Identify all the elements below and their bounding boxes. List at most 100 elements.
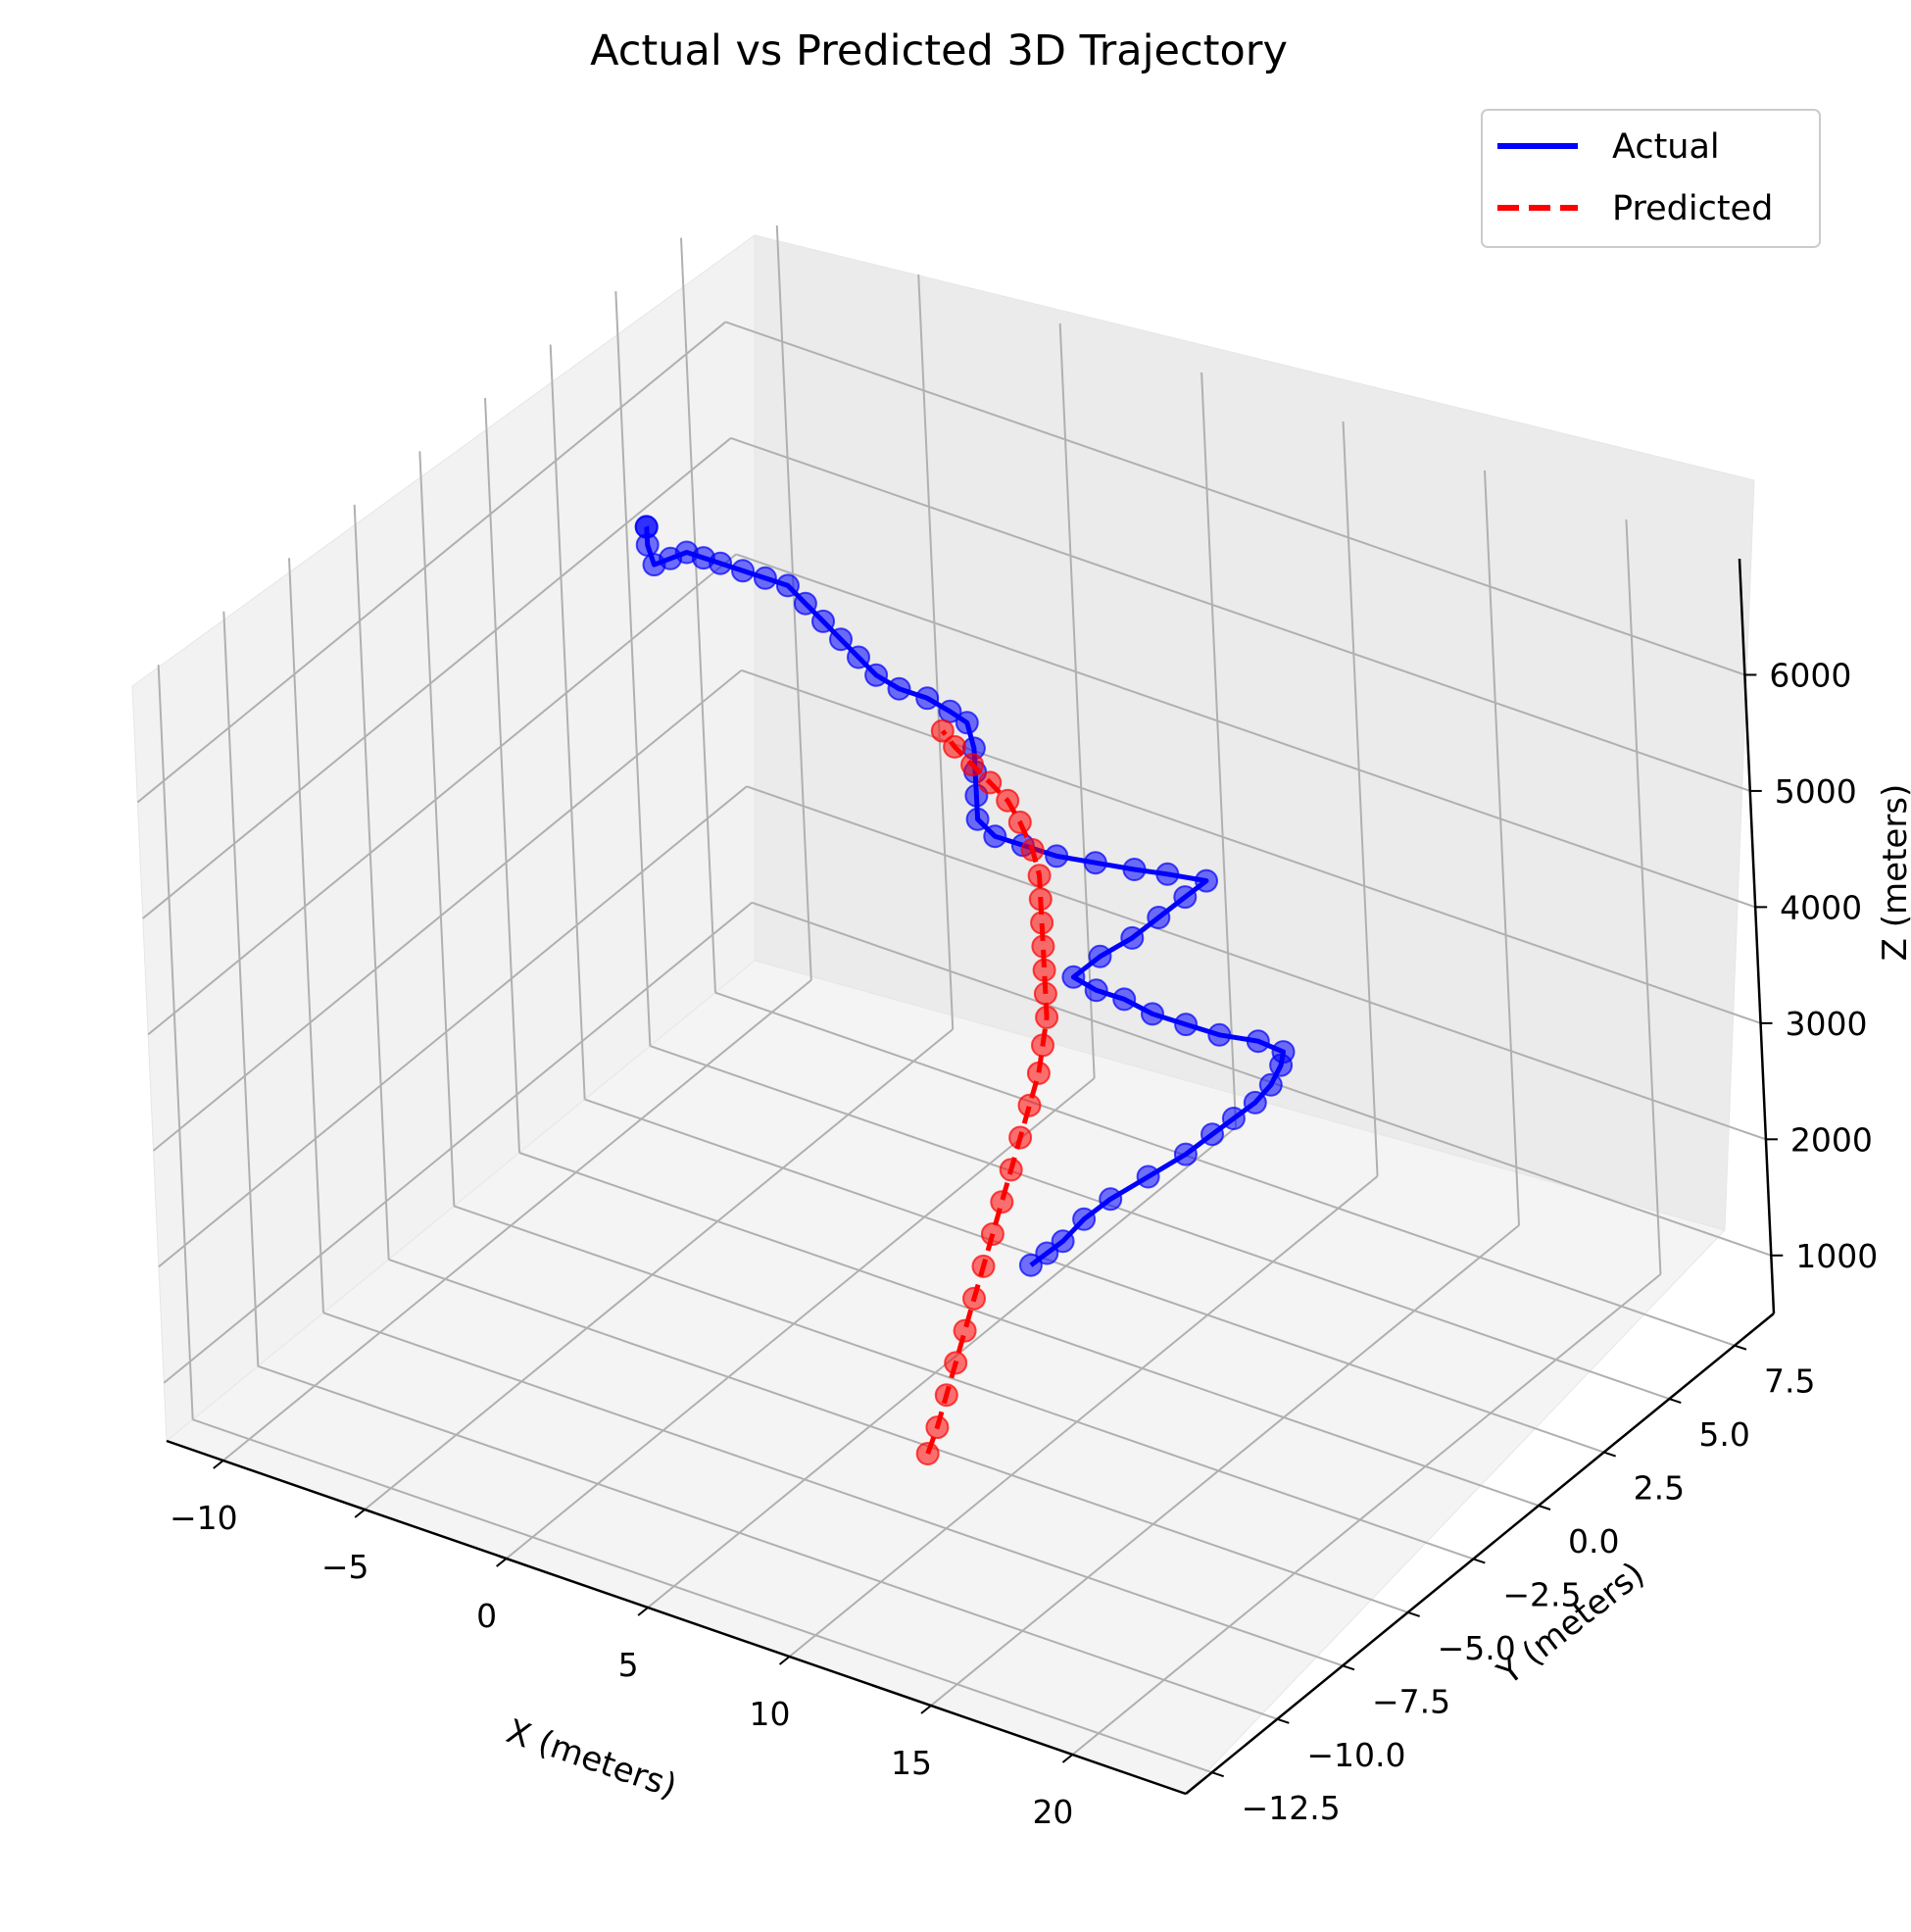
point-predicted-20 — [1027, 864, 1052, 888]
z-grid-left-0 — [163, 901, 753, 1384]
point-actual-23 — [1173, 885, 1198, 910]
y-tick-mark-8 — [1734, 1344, 1747, 1351]
z-axis-line — [1738, 558, 1776, 1314]
point-actual-19 — [1061, 965, 1086, 989]
point-predicted-4 — [953, 1318, 977, 1343]
y-grid-left-6 — [549, 344, 586, 1100]
point-predicted-2 — [934, 1383, 958, 1408]
axis-lines — [166, 558, 1784, 1796]
point-actual-27 — [1083, 851, 1107, 875]
point-actual-25 — [1155, 862, 1180, 886]
y-tick-mark-6 — [1603, 1451, 1616, 1458]
z-tick-label-1: 2000 — [1790, 1120, 1873, 1159]
y-grid-floor-8 — [714, 991, 1736, 1347]
y-grid-left-2 — [288, 558, 324, 1313]
point-predicted-21 — [1020, 838, 1045, 862]
y-tick-mark-4 — [1473, 1558, 1486, 1564]
y-tick-mark-7 — [1669, 1398, 1682, 1405]
y-grid-left-7 — [614, 291, 652, 1047]
x-grid-floor-6 — [1071, 1273, 1662, 1756]
y-grid-floor-4 — [454, 1205, 1474, 1560]
y-grid-left-3 — [353, 504, 390, 1260]
point-predicted-26 — [943, 734, 967, 759]
y-grid-floor-3 — [388, 1258, 1408, 1613]
x-grid-floor-3 — [647, 1126, 1237, 1609]
z-tick-label-5: 6000 — [1769, 656, 1851, 694]
y-tick-mark-2 — [1342, 1664, 1355, 1671]
point-actual-28 — [1045, 844, 1069, 868]
point-predicted-27 — [930, 718, 955, 743]
point-actual-0 — [1018, 1253, 1043, 1277]
z-tick-label-2: 3000 — [1786, 1005, 1868, 1043]
y-tick-label-6: 2.5 — [1634, 1469, 1685, 1508]
x-tick-mark-3 — [637, 1607, 649, 1616]
point-actual-35 — [955, 711, 979, 735]
point-actual-44 — [775, 573, 800, 598]
y-tick-mark-1 — [1277, 1717, 1290, 1724]
point-actual-2 — [1051, 1229, 1075, 1254]
x-tick-label-5: 15 — [891, 1744, 932, 1782]
x-grid-back-2 — [1058, 322, 1096, 1079]
y-grid-left-8 — [680, 237, 716, 993]
y-tick-mark-3 — [1407, 1610, 1420, 1617]
y-grid-left-5 — [484, 397, 520, 1154]
point-actual-24 — [1195, 868, 1218, 893]
x-grid-back-6 — [1625, 519, 1662, 1275]
point-actual-30 — [983, 824, 1007, 849]
x-axis-line — [166, 1439, 1187, 1796]
x-tick-label-3: 5 — [618, 1646, 639, 1684]
x-tick-mark-5 — [920, 1705, 932, 1714]
point-predicted-10 — [1008, 1125, 1033, 1150]
point-predicted-16 — [1032, 958, 1056, 982]
point-actual-43 — [793, 591, 817, 616]
point-actual-31 — [965, 807, 990, 831]
y-grid-floor-5 — [518, 1152, 1540, 1507]
z-tick-label-3: 4000 — [1780, 888, 1862, 926]
point-actual-16 — [1141, 1002, 1164, 1026]
y-tick-label-0: −12.5 — [1242, 1789, 1341, 1827]
y-grid-left-1 — [222, 611, 260, 1366]
point-actual-5 — [1136, 1164, 1160, 1189]
point-predicted-14 — [1035, 1005, 1059, 1029]
point-predicted-9 — [999, 1158, 1023, 1182]
point-predicted-5 — [962, 1286, 986, 1311]
z-grid-left-4 — [142, 437, 732, 919]
y-tick-mark-0 — [1211, 1771, 1224, 1778]
x-axis-label: X (meters) — [502, 1711, 682, 1807]
point-predicted-25 — [960, 753, 985, 777]
x-tick-label-2: 0 — [476, 1597, 497, 1635]
x-grid-back-4 — [1342, 421, 1379, 1177]
point-predicted-11 — [1017, 1093, 1042, 1117]
y-grid-floor-7 — [650, 1045, 1670, 1401]
point-actual-38 — [887, 676, 911, 701]
point-actual-14 — [1207, 1022, 1232, 1047]
x-grid-back-5 — [1484, 470, 1520, 1226]
point-predicted-1 — [925, 1415, 950, 1440]
x-tick-mark-4 — [778, 1656, 791, 1665]
point-predicted-8 — [990, 1190, 1014, 1214]
point-actual-39 — [864, 663, 889, 687]
point-actual-17 — [1112, 987, 1137, 1012]
point-predicted-13 — [1031, 1033, 1054, 1058]
y-grid-left-4 — [418, 451, 456, 1207]
legend-actual-label: Actual — [1612, 127, 1720, 167]
point-predicted-12 — [1026, 1061, 1051, 1085]
z-grid-back-1 — [746, 785, 1767, 1141]
point-actual-13 — [1246, 1029, 1270, 1054]
point-predicted-7 — [980, 1222, 1004, 1246]
point-actual-26 — [1122, 858, 1147, 881]
point-actual-3 — [1072, 1207, 1097, 1231]
x-grid-floor-1 — [364, 1028, 954, 1511]
point-predicted-15 — [1033, 981, 1057, 1006]
legend-predicted-label: Predicted — [1612, 189, 1773, 228]
series-line-predicted — [925, 729, 1050, 1455]
y-grid-floor-2 — [322, 1312, 1344, 1667]
point-actual-1 — [1035, 1241, 1059, 1265]
x-grid-floor-2 — [506, 1077, 1096, 1560]
point-actual-46 — [731, 559, 755, 583]
z-grid-back-3 — [735, 553, 1756, 909]
y-grid-floor-1 — [258, 1364, 1278, 1720]
x-tick-mark-1 — [354, 1509, 366, 1518]
point-actual-40 — [847, 645, 870, 669]
x-tick-mark-0 — [213, 1460, 224, 1469]
